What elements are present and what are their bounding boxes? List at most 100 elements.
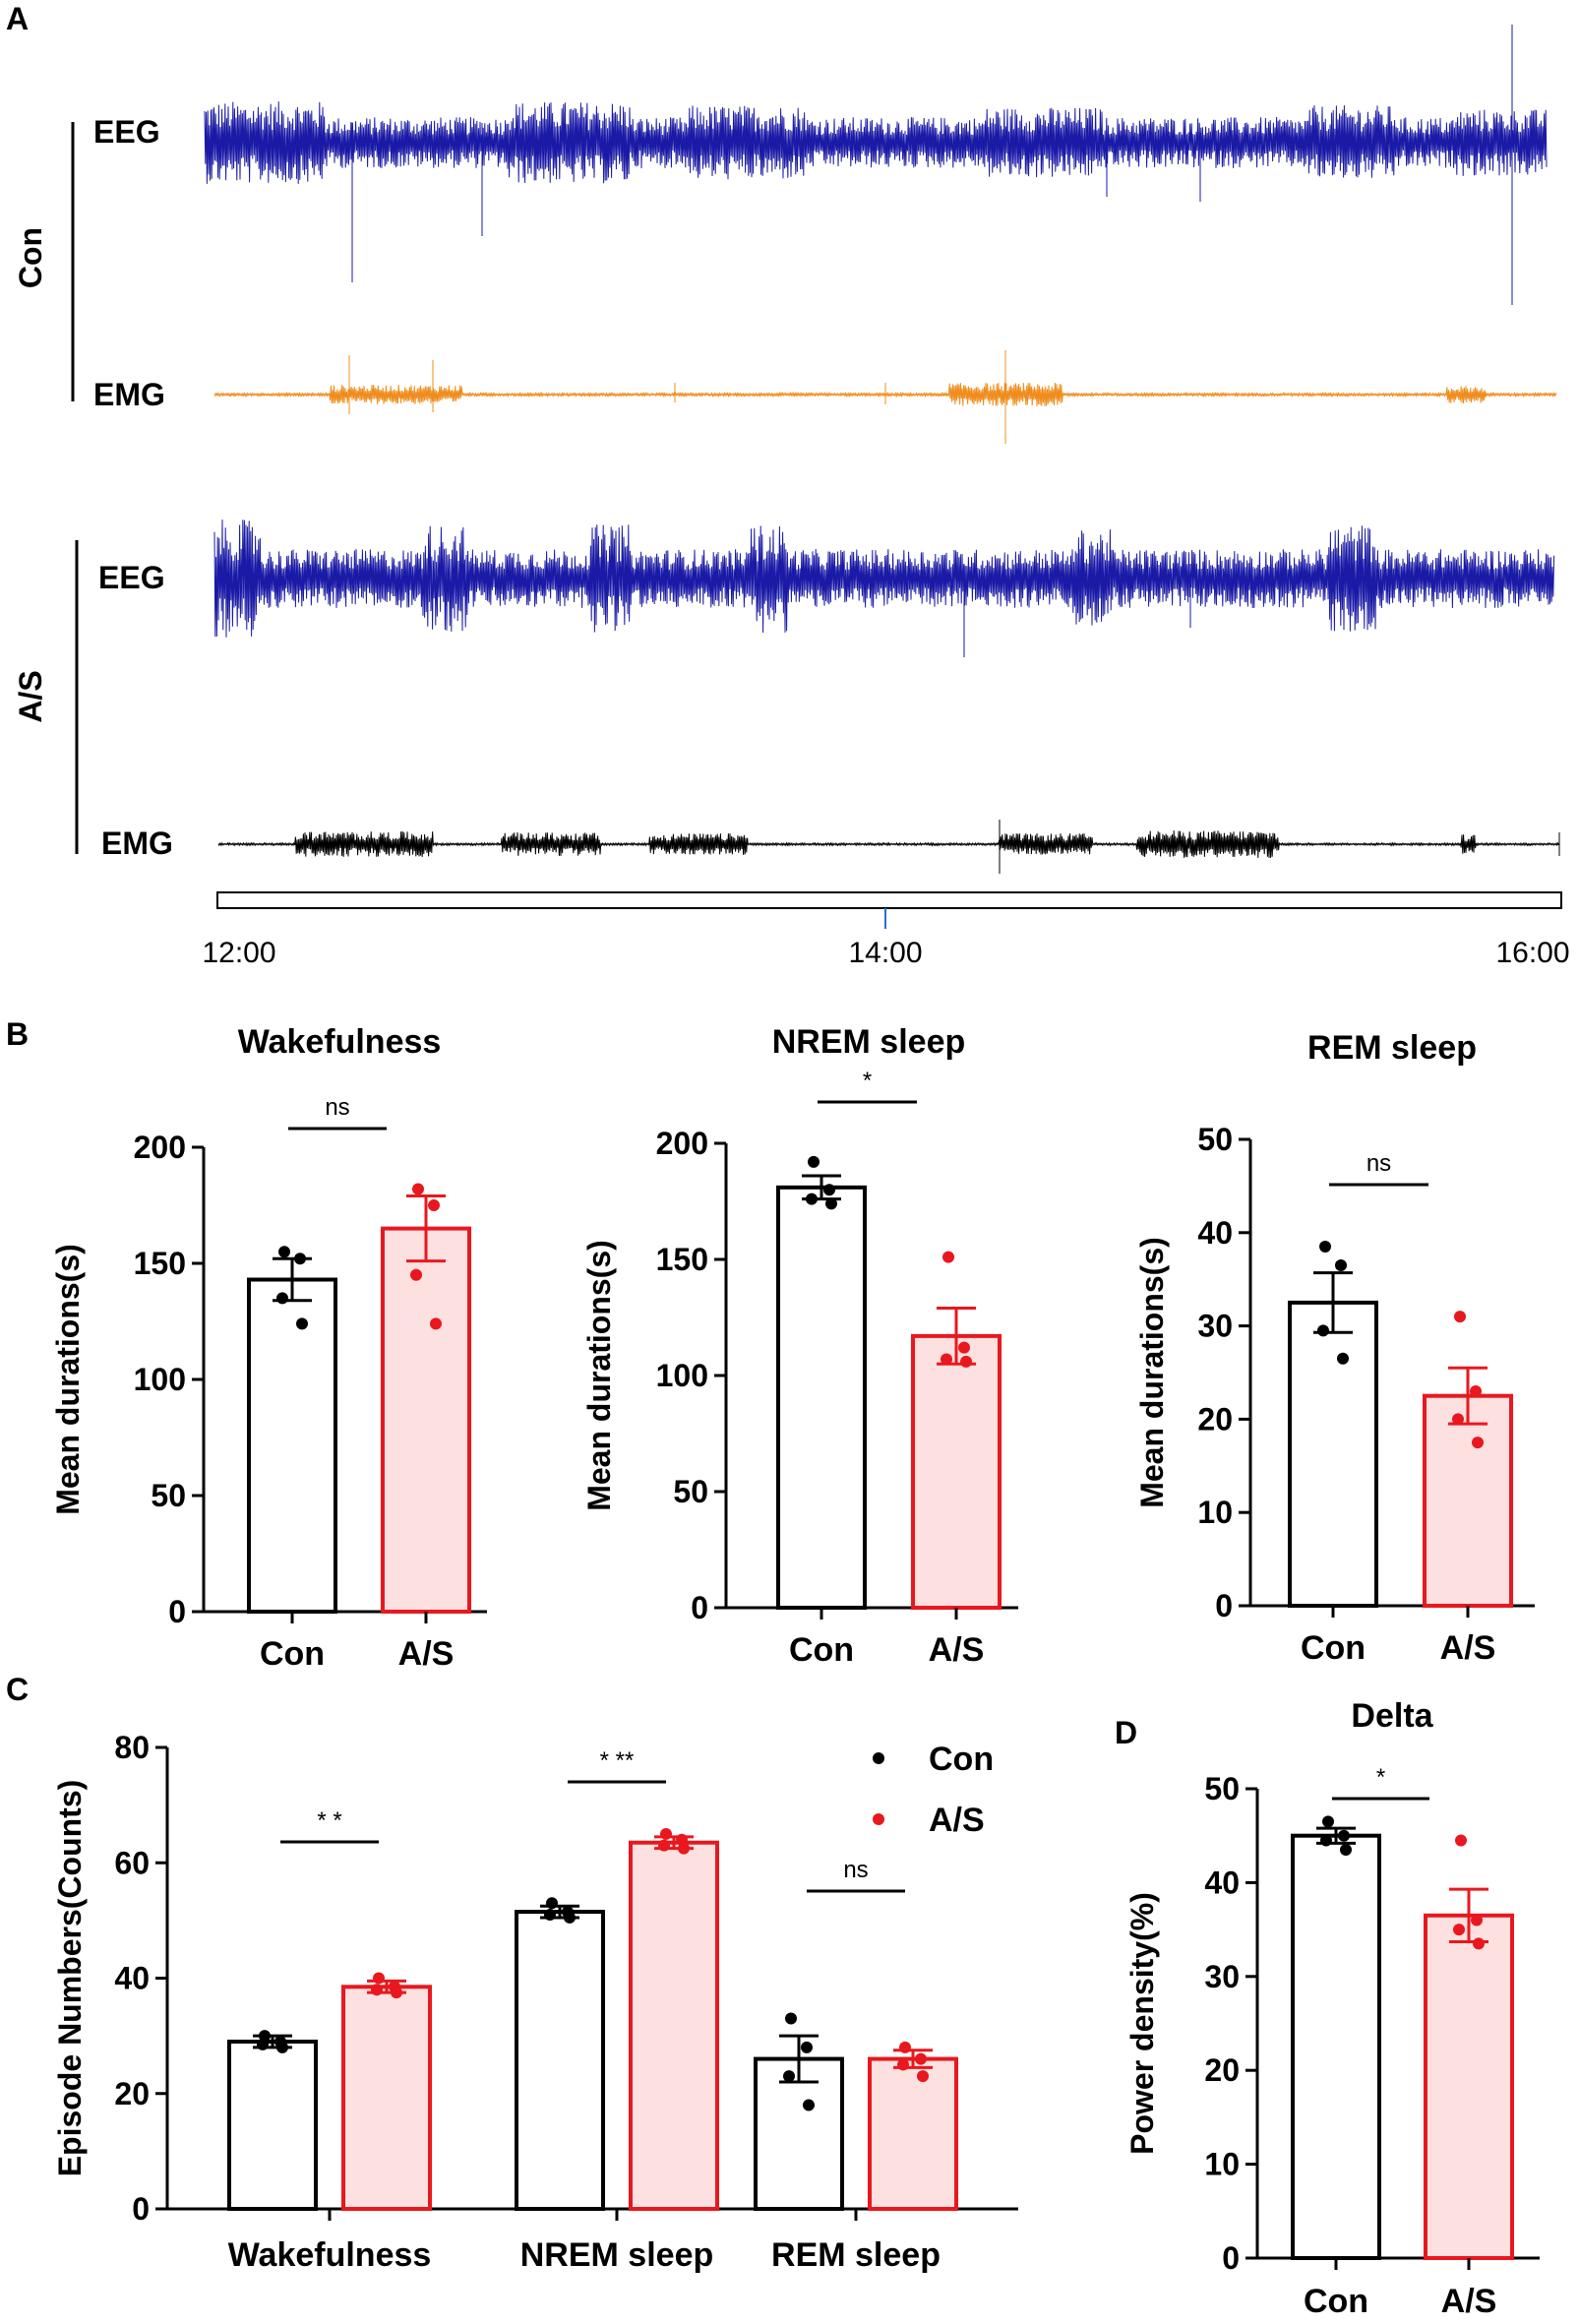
category-label: Con bbox=[1304, 2283, 1368, 2320]
as-point bbox=[1452, 1413, 1464, 1426]
as-point bbox=[960, 1355, 972, 1368]
con-point bbox=[1335, 1258, 1347, 1271]
chart-nrem-sleep: 0 50 100 150 200 Mean durations(s) NREM sleep C… bbox=[581, 1023, 1018, 1669]
con-point bbox=[823, 1184, 835, 1196]
category-label: A/S bbox=[929, 1631, 985, 1669]
category-label: A/S bbox=[398, 1635, 455, 1673]
con-point bbox=[1317, 1324, 1329, 1337]
as-point bbox=[1471, 1914, 1483, 1926]
chart-title: NREM sleep bbox=[772, 1023, 966, 1061]
as-point bbox=[1472, 1437, 1484, 1449]
as-0-point bbox=[373, 1972, 385, 1985]
category-label: NREM sleep bbox=[520, 2236, 714, 2274]
con-point bbox=[1338, 1829, 1350, 1842]
y-tick-label: 40 bbox=[1204, 1865, 1240, 1900]
as-bar bbox=[1423, 1393, 1513, 1608]
as-point bbox=[958, 1341, 970, 1354]
y-tick-label: 200 bbox=[656, 1126, 708, 1161]
as-eeg-label: EEG bbox=[98, 560, 165, 595]
as-2-point bbox=[897, 2058, 909, 2071]
y-tick-label: 50 bbox=[1204, 1771, 1240, 1806]
as-point bbox=[942, 1251, 954, 1263]
y-tick-label: 50 bbox=[673, 1474, 708, 1509]
con-group-label: Con bbox=[13, 227, 48, 288]
significance-label: * bbox=[1376, 1764, 1385, 1791]
chart-delta-power: 0 10 20 30 40 50 Power density(%) Delta Con A/S * bbox=[1124, 1697, 1540, 2320]
con-1-bar bbox=[515, 1910, 605, 2212]
y-tick-label: 0 bbox=[691, 1590, 708, 1625]
as-point bbox=[428, 1199, 440, 1211]
time-tick-14: 14:00 bbox=[848, 937, 922, 969]
y-tick-label: 80 bbox=[114, 1730, 150, 1765]
con-2-point bbox=[803, 2099, 815, 2111]
as-bar bbox=[1424, 1913, 1514, 2261]
y-axis-label: Episode Numbers(Counts) bbox=[52, 1780, 88, 2177]
panel-b-label: B bbox=[6, 1016, 29, 1052]
significance-label: * bbox=[863, 1068, 872, 1094]
as-bar bbox=[381, 1226, 471, 1614]
con-point bbox=[1340, 1844, 1352, 1857]
category-label: Wakefulness bbox=[228, 2236, 432, 2274]
as-eeg-trace bbox=[213, 520, 1555, 657]
y-tick-label: 20 bbox=[1197, 1401, 1233, 1437]
y-axis-label: Mean durations(s) bbox=[581, 1240, 617, 1511]
con-bar bbox=[1291, 1833, 1381, 2260]
y-tick-label: 0 bbox=[1222, 2240, 1240, 2276]
con-0-point bbox=[257, 2038, 269, 2050]
con-eeg-label: EEG bbox=[93, 114, 160, 150]
y-tick-label: 150 bbox=[134, 1246, 186, 1281]
con-eeg-trace bbox=[204, 25, 1548, 305]
legend-marker-con bbox=[873, 1752, 884, 1764]
as-emg-trace bbox=[217, 820, 1560, 874]
as-point bbox=[941, 1353, 952, 1366]
con-0-bar bbox=[227, 2039, 318, 2212]
legend-marker-as bbox=[873, 1813, 884, 1825]
significance-label: ns bbox=[843, 1857, 868, 1883]
con-emg-label: EMG bbox=[93, 377, 165, 412]
y-tick-label: 30 bbox=[1204, 1959, 1240, 1994]
con-point bbox=[1319, 1241, 1331, 1254]
panel-d-label: D bbox=[1115, 1715, 1137, 1750]
con-point bbox=[1320, 1834, 1332, 1847]
category-label: Con bbox=[260, 1635, 325, 1673]
as-0-point bbox=[391, 1987, 402, 1999]
y-tick-label: 40 bbox=[1197, 1215, 1233, 1251]
y-tick-label: 150 bbox=[656, 1242, 708, 1277]
significance-label: * * bbox=[317, 1807, 341, 1834]
y-axis-label: Mean durations(s) bbox=[50, 1244, 86, 1515]
con-1-point bbox=[546, 1897, 558, 1910]
con-point bbox=[1322, 1815, 1334, 1828]
con-point bbox=[296, 1317, 308, 1330]
con-emg-trace bbox=[213, 350, 1557, 444]
y-tick-label: 200 bbox=[134, 1130, 186, 1165]
category-label: A/S bbox=[1440, 1629, 1496, 1667]
chart-wakefulness: 0 50 100 150 200 Mean durations(s) Wakefulness… bbox=[50, 1023, 487, 1673]
panel-c-label: C bbox=[6, 1672, 29, 1707]
as-2-bar bbox=[868, 2056, 958, 2211]
con-bar bbox=[247, 1277, 337, 1615]
as-2-point bbox=[899, 2041, 911, 2053]
significance-label: ns bbox=[1366, 1150, 1391, 1177]
y-tick-label: 30 bbox=[1197, 1309, 1233, 1344]
y-axis-label: Mean durations(s) bbox=[1134, 1237, 1170, 1508]
chart-title: Delta bbox=[1351, 1697, 1433, 1735]
significance-label: * ** bbox=[600, 1747, 635, 1774]
y-tick-label: 10 bbox=[1197, 1495, 1233, 1530]
category-label: Con bbox=[1301, 1629, 1366, 1667]
legend-label-as: A/S bbox=[929, 1802, 985, 1839]
time-tick-12: 12:00 bbox=[202, 937, 275, 969]
con-point bbox=[1337, 1352, 1349, 1365]
as-1-point bbox=[658, 1839, 670, 1852]
as-point bbox=[1453, 1924, 1465, 1936]
as-1-point bbox=[660, 1827, 672, 1840]
as-1-point bbox=[678, 1842, 690, 1855]
as-2-point bbox=[917, 2070, 929, 2083]
time-bar bbox=[216, 891, 1562, 909]
as-point bbox=[410, 1268, 422, 1281]
chart-title: Wakefulness bbox=[238, 1023, 442, 1061]
as-point bbox=[1455, 1834, 1467, 1847]
y-tick-label: 60 bbox=[114, 1845, 150, 1880]
category-label: REM sleep bbox=[771, 2236, 941, 2274]
y-tick-label: 100 bbox=[134, 1362, 186, 1397]
